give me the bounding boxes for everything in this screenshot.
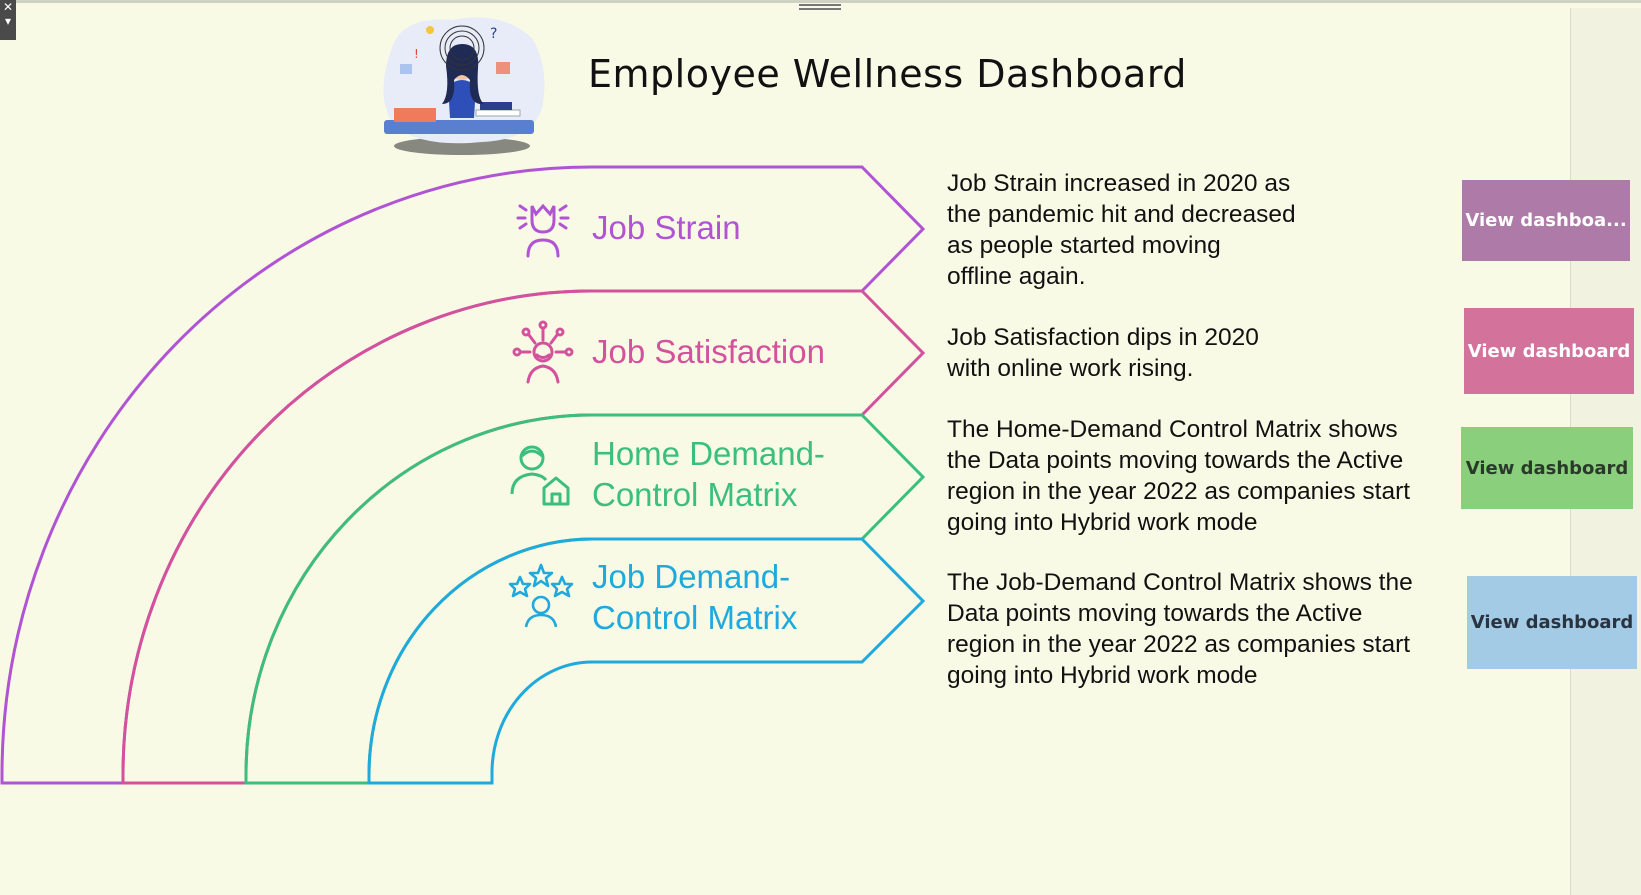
section-label-job-demand: Job Demand- Control Matrix bbox=[592, 558, 798, 636]
arc-job-demand bbox=[367, 537, 926, 785]
stressed-person-icon bbox=[516, 203, 570, 258]
view-dashboard-home-demand-button[interactable]: View dashboard bbox=[1461, 427, 1633, 509]
stressed-worker-illustration: ? ! bbox=[383, 17, 545, 155]
svg-text:!: ! bbox=[414, 47, 419, 61]
description-job-strain: Job Strain increased in 2020 as the pand… bbox=[947, 170, 1296, 290]
window-controls[interactable]: ✕ ▾ bbox=[0, 0, 16, 40]
section-label-home-demand: Home Demand- Control Matrix bbox=[592, 435, 825, 513]
description-job-demand: The Job-Demand Control Matrix shows the … bbox=[947, 569, 1413, 689]
chevron-down-icon[interactable]: ▾ bbox=[4, 14, 12, 28]
window-top-border bbox=[0, 0, 1641, 3]
close-icon[interactable]: ✕ bbox=[2, 0, 14, 14]
page-title: Employee Wellness Dashboard bbox=[588, 52, 1187, 96]
section-label-job-strain: Job Strain bbox=[592, 209, 741, 246]
view-dashboard-job-strain-button[interactable]: View dashboa... bbox=[1462, 180, 1630, 261]
description-job-satisfaction: Job Satisfaction dips in 2020 with onlin… bbox=[947, 324, 1259, 382]
person-stars-icon bbox=[508, 563, 574, 628]
drag-handle[interactable] bbox=[797, 2, 843, 12]
view-dashboard-job-satisfaction-button[interactable]: View dashboard bbox=[1464, 308, 1634, 394]
section-label-job-satisfaction: Job Satisfaction bbox=[592, 333, 825, 370]
person-home-icon bbox=[510, 445, 570, 506]
svg-text:?: ? bbox=[490, 26, 497, 42]
satisfied-person-icon bbox=[512, 320, 574, 384]
view-dashboard-job-demand-button[interactable]: View dashboard bbox=[1467, 576, 1637, 669]
description-home-demand: The Home-Demand Control Matrix shows the… bbox=[947, 416, 1411, 536]
